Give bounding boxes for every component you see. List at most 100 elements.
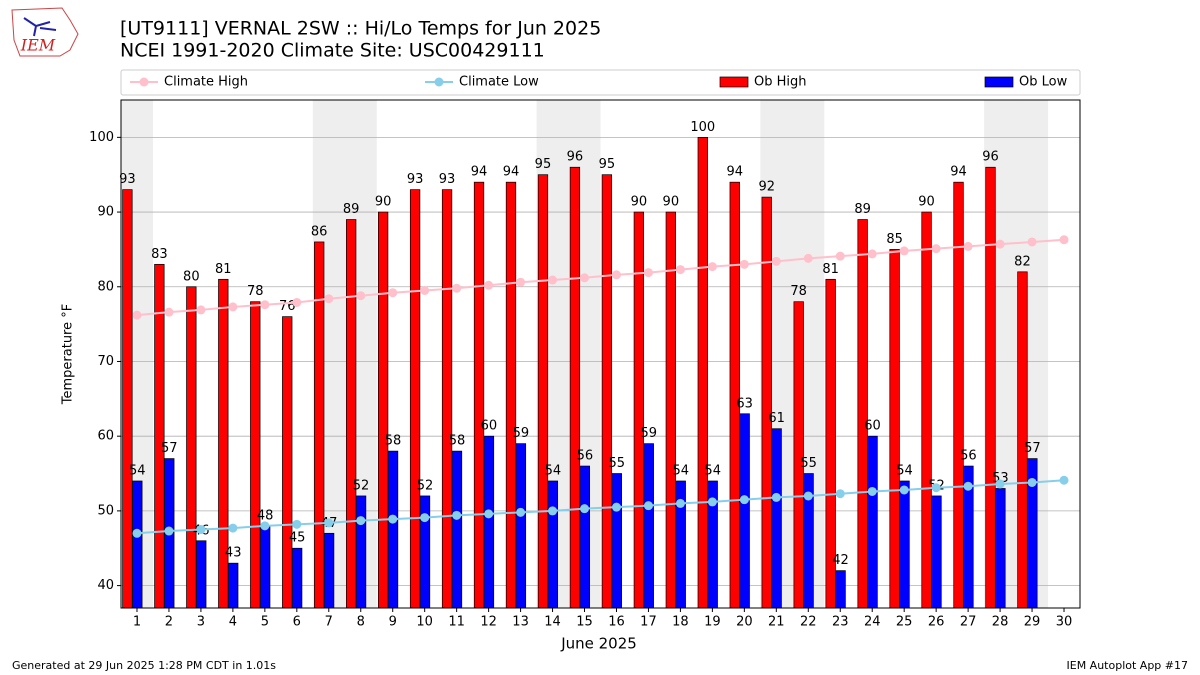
footer-right: IEM Autoplot App #17 xyxy=(1067,659,1189,672)
y-tick-label: 100 xyxy=(89,130,114,145)
marker xyxy=(548,506,558,516)
marker xyxy=(675,265,685,275)
bar xyxy=(995,488,1006,609)
x-tick-label: 12 xyxy=(480,615,497,630)
marker xyxy=(835,251,845,261)
x-tick-label: 25 xyxy=(896,615,913,630)
x-tick-label: 7 xyxy=(325,615,333,630)
legend-label: Climate Low xyxy=(459,75,539,90)
marker xyxy=(420,513,430,523)
value-label: 81 xyxy=(215,262,232,277)
marker xyxy=(931,244,941,254)
x-tick-label: 22 xyxy=(800,615,817,630)
line xyxy=(136,479,1065,535)
value-label: 94 xyxy=(726,165,743,180)
x-tick-label: 2 xyxy=(165,615,173,630)
bar xyxy=(515,443,527,609)
marker xyxy=(580,504,590,514)
value-label: 93 xyxy=(407,172,424,187)
marker xyxy=(196,305,206,315)
y-tick-label: 70 xyxy=(97,354,114,369)
bar xyxy=(569,166,581,609)
chart-subtitle: NCEI 1991-2020 Climate Site: USC00429111 xyxy=(120,40,545,62)
marker xyxy=(963,481,973,491)
marker xyxy=(452,283,462,293)
marker xyxy=(643,501,653,511)
value-label: 54 xyxy=(704,464,721,479)
marker xyxy=(548,275,558,285)
bar xyxy=(196,540,207,609)
marker xyxy=(484,280,494,290)
bar xyxy=(419,495,431,609)
marker xyxy=(835,489,845,499)
value-label: 96 xyxy=(982,150,999,165)
marker xyxy=(1059,235,1069,245)
y-tick-label: 90 xyxy=(97,205,114,220)
value-label: 54 xyxy=(545,464,562,479)
value-label: 78 xyxy=(247,284,264,299)
chart-title: [UT9111] VERNAL 2SW :: Hi/Lo Temps for J… xyxy=(120,18,601,40)
value-label: 63 xyxy=(736,396,753,411)
x-tick-label: 4 xyxy=(229,615,237,630)
marker xyxy=(324,294,334,304)
y-axis-label: Temperature °F xyxy=(61,304,76,405)
bar xyxy=(409,189,421,609)
x-tick-label: 18 xyxy=(672,615,689,630)
bar xyxy=(473,181,485,609)
bar xyxy=(282,316,293,609)
bar xyxy=(793,301,804,609)
y-tick-label: 50 xyxy=(97,503,114,518)
legend-box xyxy=(120,69,1081,96)
bar xyxy=(441,189,453,609)
value-label: 43 xyxy=(225,546,242,561)
bar xyxy=(323,532,335,609)
x-tick-label: 27 xyxy=(960,615,977,630)
x-tick-label: 6 xyxy=(293,615,301,630)
value-label: 83 xyxy=(151,247,168,262)
marker xyxy=(643,268,653,278)
marker xyxy=(356,291,366,301)
marker xyxy=(1027,477,1037,487)
value-label: 94 xyxy=(950,165,967,180)
value-label: 90 xyxy=(663,195,680,210)
value-label: 59 xyxy=(513,426,530,441)
x-tick-label: 30 xyxy=(1056,615,1073,630)
marker xyxy=(484,509,494,519)
marker xyxy=(899,485,909,495)
marker xyxy=(260,300,270,310)
x-tick-label: 28 xyxy=(992,615,1009,630)
value-label: 54 xyxy=(129,464,146,479)
y-tick-label: 60 xyxy=(97,429,114,444)
bar xyxy=(633,211,645,609)
bar xyxy=(186,286,197,609)
value-label: 61 xyxy=(768,411,785,426)
bar xyxy=(387,450,399,609)
value-label: 82 xyxy=(1014,254,1031,269)
marker xyxy=(771,256,781,266)
value-label: 58 xyxy=(385,434,402,449)
legend-marker xyxy=(434,77,444,87)
marker xyxy=(803,491,813,501)
bar xyxy=(729,181,740,609)
bar xyxy=(537,174,549,609)
bar xyxy=(228,562,239,609)
marker xyxy=(931,483,941,493)
value-label: 85 xyxy=(886,232,903,247)
value-label: 60 xyxy=(864,419,881,434)
x-tick-label: 3 xyxy=(197,615,205,630)
bar xyxy=(314,241,325,609)
marker xyxy=(292,297,302,307)
bar xyxy=(250,301,261,609)
bar xyxy=(771,428,782,609)
marker xyxy=(132,528,142,538)
value-label: 56 xyxy=(960,449,977,464)
bar xyxy=(921,211,932,609)
bar xyxy=(835,570,846,609)
marker xyxy=(452,510,462,520)
value-label: 93 xyxy=(439,172,456,187)
value-label: 55 xyxy=(800,456,817,471)
value-label: 52 xyxy=(353,478,370,493)
bar xyxy=(260,525,271,609)
bar xyxy=(547,480,559,609)
marker xyxy=(963,241,973,251)
